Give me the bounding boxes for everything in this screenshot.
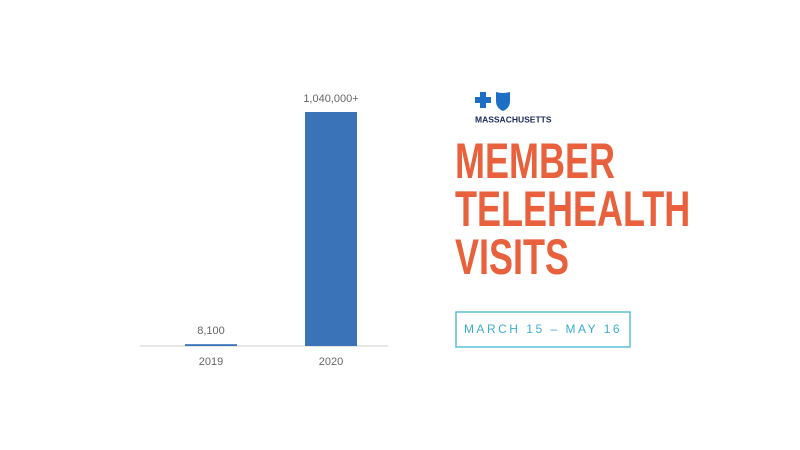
bar: [305, 112, 357, 346]
value-label: 8,100: [197, 325, 225, 337]
x-tick-label: 2019: [199, 356, 223, 368]
title-line: TELEHEALTH: [455, 183, 690, 238]
x-tick-label: 2020: [319, 356, 343, 368]
value-label: 1,040,000+: [303, 93, 358, 105]
subtitle: MARCH 15 – MAY 16: [464, 322, 622, 336]
logo-icons: [475, 92, 510, 111]
bar: [185, 344, 237, 346]
date-box: [455, 311, 631, 348]
title-line: VISITS: [455, 231, 569, 286]
title-line: MEMBER: [455, 135, 615, 190]
logo-text: MASSACHUSETTS: [475, 114, 552, 124]
plot: 8,100 2019 1,040,000+ 2020: [185, 93, 359, 368]
